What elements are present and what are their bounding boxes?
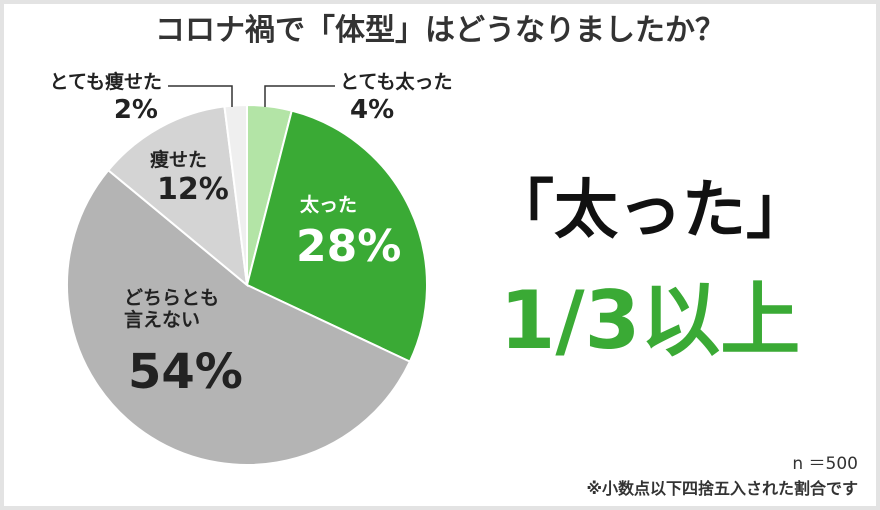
headline: 「太った」 — [490, 174, 810, 248]
pie-slice — [66, 168, 412, 466]
pie-slice — [245, 109, 428, 363]
pie-slice — [106, 105, 249, 288]
category-label: 痩せた — [150, 149, 208, 171]
category-label: 太った — [300, 194, 358, 216]
value-label: 28% — [296, 221, 402, 272]
category-label: とても太った — [340, 71, 453, 93]
value-label: 12% — [157, 172, 229, 207]
sample-size: n ＝500 — [792, 454, 858, 474]
value-label: 2% — [113, 95, 158, 125]
pie-slice — [223, 103, 248, 286]
chart-title: コロナ禍で「体型」はどうなりましたか？ — [155, 13, 725, 48]
category-label: どちらとも言えない — [124, 287, 220, 331]
note: ※小数点以下四捨五入された割合です — [586, 479, 858, 498]
highlight: 1/3以上 — [499, 274, 801, 367]
leader-line — [264, 85, 335, 107]
leader-line — [168, 85, 233, 107]
category-label: とても痩せた — [49, 71, 162, 93]
value-label: 54% — [128, 344, 243, 400]
value-label: 4% — [350, 95, 395, 125]
